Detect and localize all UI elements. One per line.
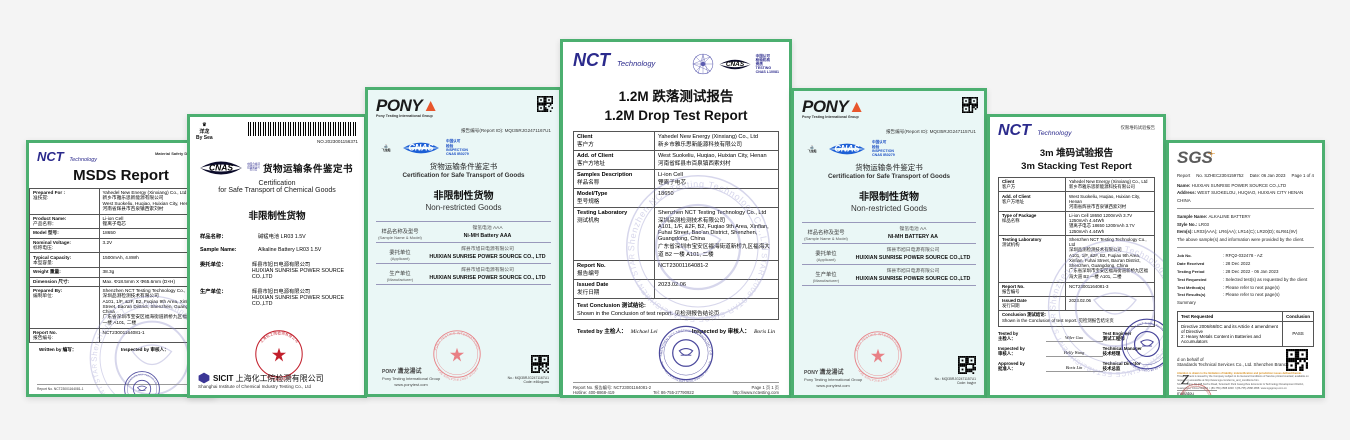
svg-text:PONY TESTING INTERNATIONAL: PONY TESTING INTERNATIONAL — [854, 332, 902, 352]
svg-text:QUALITY INSPECTION CERTIFICATI: QUALITY INSPECTION CERTIFICATION SEAL — [659, 360, 712, 383]
svg-text:GROUP CERTIFICATION SEAL: GROUP CERTIFICATION SEAL — [856, 368, 899, 383]
svg-text:上海化工院检测有限公司: 上海化工院检测有限公司 — [258, 330, 300, 344]
svg-text:PONY TESTING INTERNATIONAL: PONY TESTING INTERNATIONAL — [433, 331, 481, 351]
svg-text:2023.02.06 QUALITY SEAL: 2023.02.06 QUALITY SEAL — [1128, 362, 1165, 373]
svg-text:CNAS: CNAS — [835, 143, 860, 153]
svg-text:Shenzhen NCT Testing Technolog: Shenzhen NCT Testing Technology — [1124, 321, 1166, 337]
svg-text:CNAS: CNAS — [209, 163, 233, 173]
svg-text:CNAS: CNAS — [725, 61, 744, 68]
svg-text:CNAS: CNAS — [409, 142, 434, 152]
svg-text:GROUP CERTIFICATION SEAL: GROUP CERTIFICATION SEAL — [435, 367, 478, 382]
